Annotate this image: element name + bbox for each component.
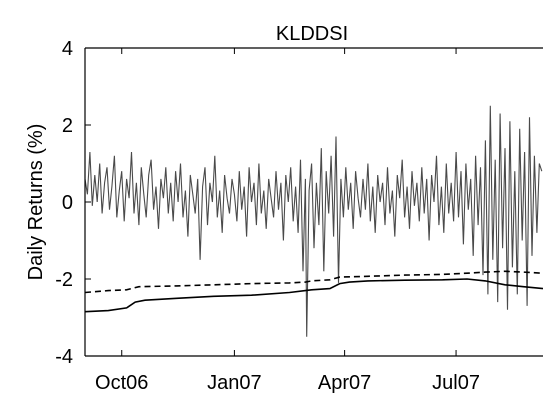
y-tick-label: 2: [62, 115, 73, 137]
x-tick-label: Jul07: [432, 372, 480, 394]
y-tick-label: -2: [55, 269, 73, 291]
ticks-layer: -4 -2 0 2 4 Oct06 Jan07 Apr07 Jul07: [55, 38, 480, 394]
x-tick-label: Apr07: [318, 372, 371, 394]
y-axis-label: Daily Returns (%): [25, 124, 47, 281]
y-tick-label: -4: [55, 346, 73, 368]
series-line-1: [84, 105, 543, 337]
x-tick-label: Jan07: [207, 372, 262, 394]
series-line-2: [84, 270, 543, 294]
y-tick-label: 4: [62, 38, 73, 60]
x-tick-label: Oct06: [95, 372, 148, 394]
chart-title: KLDDSI: [276, 23, 348, 45]
series-line-3: [84, 278, 543, 313]
y-tick-label: 0: [62, 192, 73, 214]
series-layer: [84, 105, 543, 337]
